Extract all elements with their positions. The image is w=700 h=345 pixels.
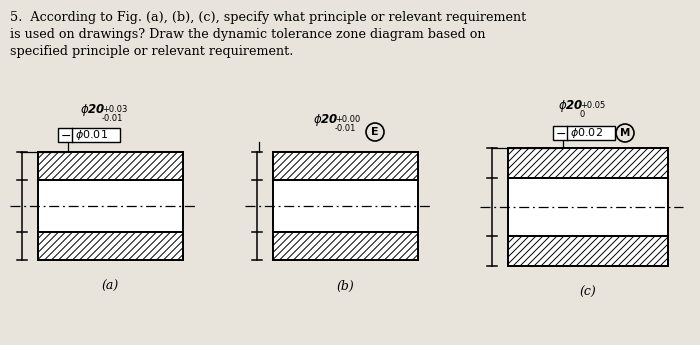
Text: 5.  According to Fig. (a), (b), (c), specify what principle or relevant requirem: 5. According to Fig. (a), (b), (c), spec…: [10, 11, 526, 24]
Text: specified principle or relevant requirement.: specified principle or relevant requirem…: [10, 45, 293, 58]
Bar: [553, 126, 615, 140]
Text: -0.01: -0.01: [102, 114, 123, 123]
Text: is used on drawings? Draw the dynamic tolerance zone diagram based on: is used on drawings? Draw the dynamic to…: [10, 28, 486, 41]
Bar: [508, 148, 668, 178]
Text: $\phi$0.02: $\phi$0.02: [570, 126, 603, 140]
Text: +0.05: +0.05: [580, 101, 606, 110]
Bar: [38, 232, 183, 260]
Text: (a): (a): [102, 280, 118, 293]
Bar: [272, 152, 417, 180]
Bar: [272, 232, 417, 260]
Bar: [272, 152, 417, 180]
Text: -0.01: -0.01: [335, 124, 356, 133]
Text: $-$: $-$: [60, 128, 71, 141]
Bar: [38, 152, 183, 180]
Text: (c): (c): [580, 286, 596, 299]
Text: +0.03: +0.03: [102, 105, 127, 114]
Bar: [508, 236, 668, 266]
Text: E: E: [371, 127, 379, 137]
Bar: [272, 232, 417, 260]
Text: $\phi$0.01: $\phi$0.01: [75, 128, 108, 142]
Text: $\phi$20: $\phi$20: [313, 112, 339, 128]
Text: $\phi$20: $\phi$20: [558, 98, 584, 114]
Bar: [38, 232, 183, 260]
Bar: [38, 152, 183, 180]
Bar: [508, 236, 668, 266]
Text: 0: 0: [580, 110, 585, 119]
Text: +0.00: +0.00: [335, 115, 361, 124]
Bar: [508, 178, 668, 236]
Bar: [508, 148, 668, 178]
Bar: [38, 180, 183, 232]
Text: $\phi$20: $\phi$20: [80, 102, 106, 118]
Text: M: M: [620, 128, 630, 138]
Text: $-$: $-$: [555, 127, 566, 139]
Bar: [58, 128, 120, 142]
Text: (b): (b): [336, 280, 354, 293]
Bar: [272, 180, 417, 232]
